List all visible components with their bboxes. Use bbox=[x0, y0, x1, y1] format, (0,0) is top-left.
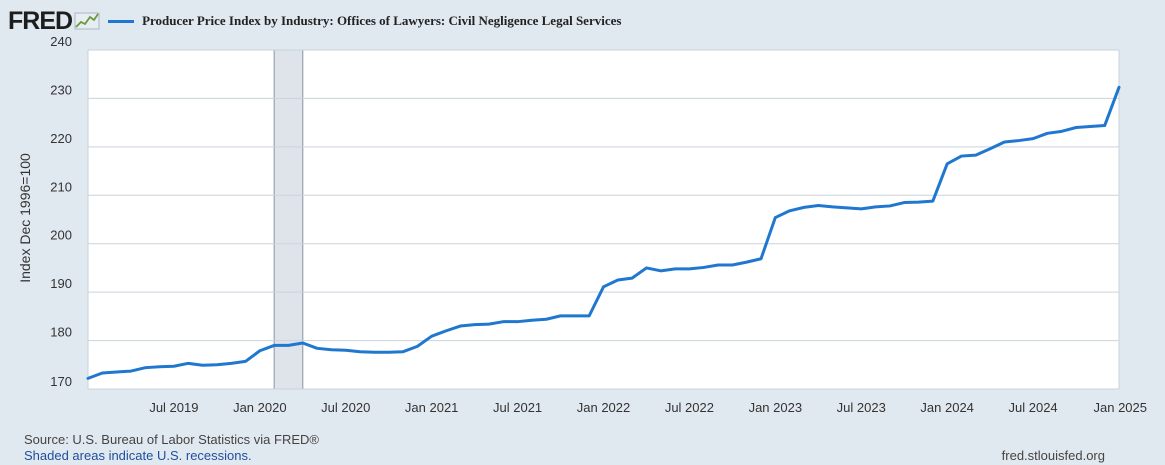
x-tick-label: Jul 2023 bbox=[837, 400, 886, 415]
x-tick-label: Jul 2022 bbox=[665, 400, 714, 415]
x-tick-label: Jan 2024 bbox=[920, 400, 974, 415]
y-tick-label: 180 bbox=[50, 325, 72, 340]
x-tick-label: Jan 2020 bbox=[233, 400, 287, 415]
logo-text: FRED bbox=[8, 6, 73, 35]
y-tick-label: 220 bbox=[50, 131, 72, 146]
recession-band bbox=[274, 50, 303, 389]
legend-line-swatch bbox=[108, 19, 135, 23]
x-tick-label: Jul 2024 bbox=[1009, 400, 1058, 415]
site-url[interactable]: fred.stlouisfed.org bbox=[1001, 448, 1105, 463]
x-tick-label: Jan 2022 bbox=[577, 400, 631, 415]
x-tick-label: Jan 2021 bbox=[405, 400, 459, 415]
x-tick-label: Jan 2023 bbox=[749, 400, 803, 415]
x-tick-label: Jan 2025 bbox=[1094, 400, 1148, 415]
source-text: Source: U.S. Bureau of Labor Statistics … bbox=[24, 432, 319, 447]
y-tick-label: 200 bbox=[50, 228, 72, 243]
recession-note-link[interactable]: Shaded areas indicate U.S. recessions. bbox=[24, 448, 252, 463]
chart-header: FRED Producer Price Index by Industry: O… bbox=[8, 6, 621, 36]
y-tick-label: 190 bbox=[50, 276, 72, 291]
y-tick-label: 230 bbox=[50, 82, 72, 97]
legend-series-title: Producer Price Index by Industry: Office… bbox=[142, 13, 622, 28]
fred-chart-icon bbox=[74, 12, 100, 30]
x-tick-label: Jul 2019 bbox=[149, 400, 198, 415]
y-tick-label: 170 bbox=[50, 374, 72, 389]
chart-footer: Source: U.S. Bureau of Labor Statistics … bbox=[24, 432, 319, 464]
x-tick-label: Jul 2020 bbox=[321, 400, 370, 415]
y-axis-label: Index Dec 1996=100 bbox=[17, 153, 33, 283]
series-line[interactable] bbox=[86, 85, 1121, 380]
fred-logo[interactable]: FRED bbox=[8, 6, 100, 35]
y-tick-label: 240 bbox=[50, 34, 72, 49]
line-chart: 170 180 190 200 210 220 230 240 Jul 2019 Jan 202… bbox=[17, 34, 1148, 415]
chart-legend: Producer Price Index by Industry: Office… bbox=[108, 13, 621, 29]
y-tick-label: 210 bbox=[50, 179, 72, 194]
x-tick-label: Jul 2021 bbox=[493, 400, 542, 415]
plot-area bbox=[88, 50, 1119, 389]
